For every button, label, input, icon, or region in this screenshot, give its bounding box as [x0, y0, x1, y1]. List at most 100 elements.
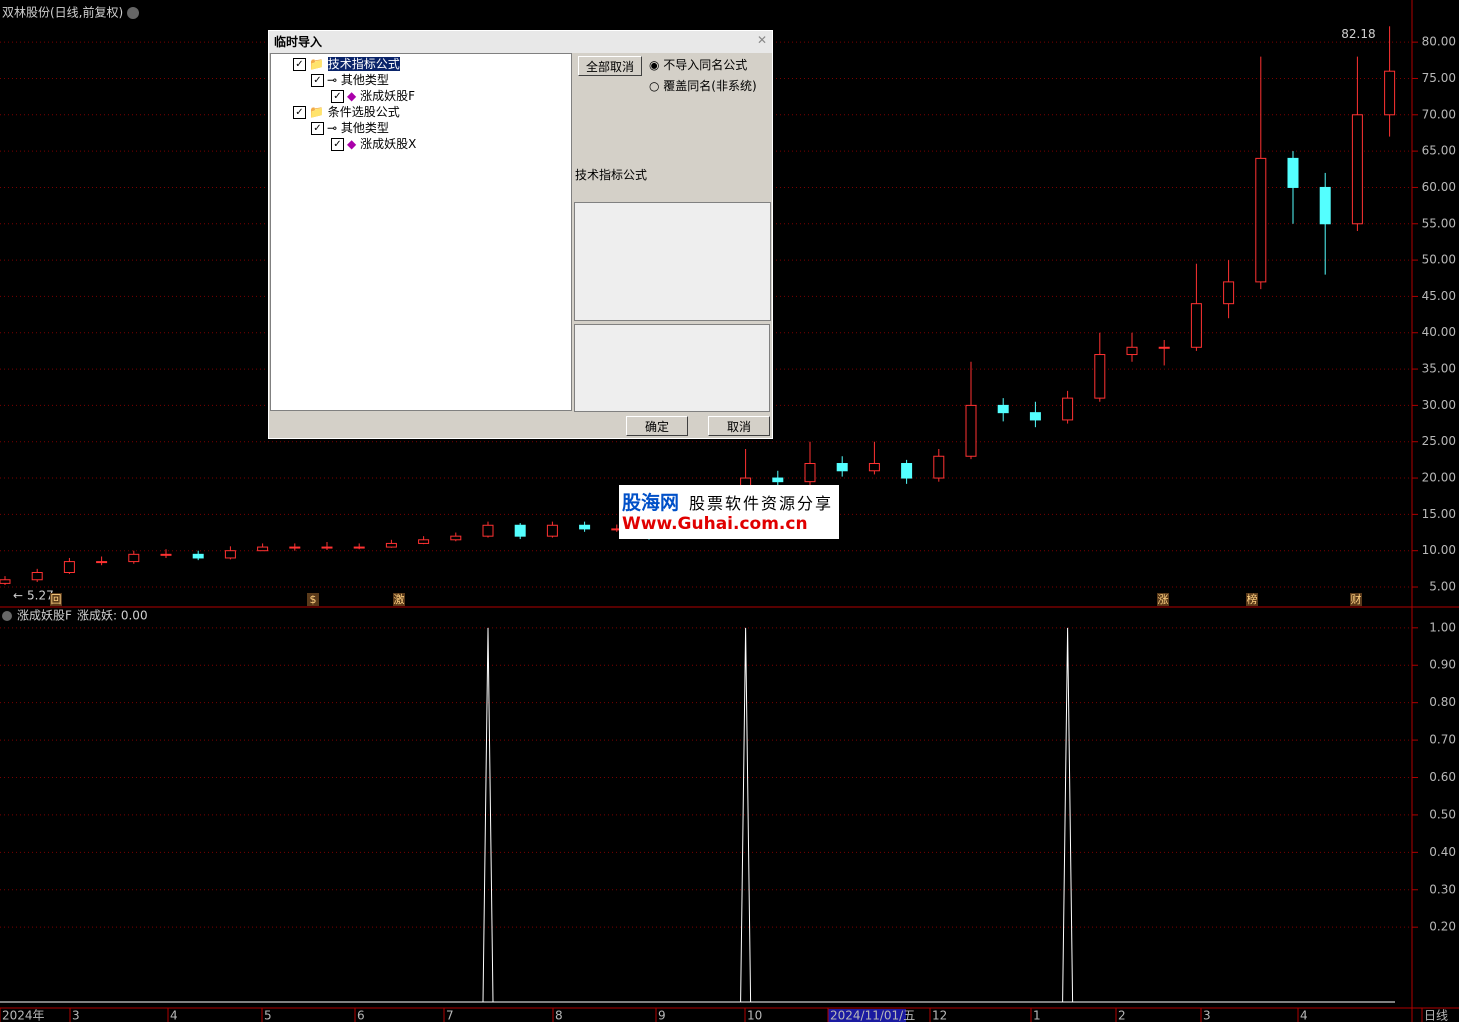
x-tick-label: 4: [1300, 1009, 1308, 1022]
y-tick-label: 0.70: [1429, 733, 1456, 747]
y-tick-label: 0.30: [1429, 882, 1456, 896]
radio-option[interactable]: ◉ 不导入同名公式: [649, 58, 748, 72]
arrow: ←: [13, 589, 23, 603]
signal-spike: [482, 627, 494, 1003]
ok-button[interactable]: 确定: [626, 416, 688, 436]
y-tick-label: 25.00: [1422, 434, 1456, 448]
tree-node[interactable]: ✓ 📁 条件选股公式: [293, 104, 400, 120]
candle-body: [1062, 397, 1074, 421]
y-tick-label: 70.00: [1422, 107, 1456, 121]
candle-body: [901, 463, 913, 479]
tree-label: 其他类型: [340, 73, 389, 87]
candle-body: [1287, 157, 1299, 188]
watermark-tagline: 股票软件资源分享: [689, 494, 834, 513]
y-tick-label: 0.80: [1429, 695, 1456, 709]
candle-body: [1126, 346, 1138, 356]
menu-icon[interactable]: [127, 7, 139, 19]
candle-body: [1255, 157, 1267, 283]
event-marker-bg: [307, 593, 319, 606]
candle-body: [289, 546, 301, 549]
max-label: 82.18: [1341, 27, 1375, 41]
x-tick-label: 9: [658, 1009, 666, 1022]
indicator-value: 涨成妖: 0.00: [77, 608, 148, 623]
tree-node[interactable]: ✓ 📁 技术指标公式: [293, 56, 400, 72]
y-tick-label: 30.00: [1422, 398, 1456, 412]
x-tick-label: 8: [555, 1009, 563, 1022]
formula-tree: ✓ 📁 技术指标公式 ✓ ⊸ 其他类型 ✓ ◆ 涨成妖股F ✓ 📁 条件选股公式 ✓ ⊸ …: [270, 53, 572, 411]
candle-body: [418, 539, 430, 544]
x-tick-label: 12: [932, 1009, 947, 1022]
event-marker: $: [310, 593, 317, 606]
candle-body: [128, 553, 140, 563]
x-tick-label: 2: [1118, 1009, 1126, 1022]
candle-body: [353, 546, 365, 549]
candle-body: [192, 553, 204, 559]
y-tick-label: 15.00: [1422, 507, 1456, 521]
dialog-title: 临时导入: [269, 31, 772, 53]
min-label: 5.27: [27, 589, 54, 603]
y-tick-label: 45.00: [1422, 289, 1456, 303]
tree-label: 涨成妖股F: [360, 89, 415, 103]
tree-label: 技术指标公式: [327, 57, 400, 71]
event-marker-bg: [1157, 593, 1169, 606]
candle-body: [31, 571, 43, 581]
event-marker-bg: [393, 593, 405, 606]
x-tick-label: 5: [264, 1009, 272, 1022]
candle-body: [579, 524, 591, 530]
tree-node[interactable]: ✓ ⊸ 其他类型: [311, 120, 389, 136]
import-dialog: 临时导入 ✕ ✓ 📁 技术指标公式 ✓ ⊸ 其他类型 ✓ ◆ 涨成妖股F ✓ 📁 条件选…: [268, 30, 773, 439]
event-marker: 榜: [1247, 592, 1258, 606]
event-marker-bg: [1350, 593, 1362, 606]
y-tick-label: 0.60: [1429, 770, 1456, 784]
candle-body: [1094, 354, 1106, 399]
y-tick-label: 65.00: [1422, 144, 1456, 158]
candle-body: [63, 561, 75, 573]
candle-body: [0, 579, 11, 584]
y-tick-label: 5.00: [1429, 580, 1456, 594]
candle-body: [804, 463, 816, 483]
y-tick-label: 10.00: [1422, 543, 1456, 557]
y-tick-label: 0.50: [1429, 807, 1456, 821]
cancel-all-button[interactable]: 全部取消: [578, 56, 642, 76]
y-tick-label: 55.00: [1422, 216, 1456, 230]
params-box: [574, 324, 770, 412]
indicator-icon[interactable]: [2, 611, 12, 621]
y-tick-label: 40.00: [1422, 325, 1456, 339]
candle-body: [1223, 281, 1235, 305]
option-label: 覆盖同名(非系统): [663, 79, 757, 93]
event-marker: 激: [394, 592, 405, 606]
y-tick-label: 75.00: [1422, 71, 1456, 85]
tree-node[interactable]: ✓ ◆ 涨成妖股F: [331, 88, 415, 104]
event-marker: 财: [1351, 592, 1362, 606]
indicator-title: 涨成妖股F: [17, 608, 72, 623]
option-label: 不导入同名公式: [663, 58, 748, 72]
event-marker-bg: [50, 593, 62, 606]
cancel-button[interactable]: 取消: [708, 416, 770, 436]
candle-body: [385, 542, 397, 548]
x-tick-label: 2024年: [2, 1009, 45, 1022]
radio-option[interactable]: ○ 覆盖同名(非系统): [649, 79, 757, 93]
candle-body: [1158, 346, 1170, 349]
candle-body: [836, 463, 848, 472]
tree-label: 其他类型: [340, 121, 389, 135]
tree-node[interactable]: ✓ ◆ 涨成妖股X: [331, 136, 416, 152]
x-tick-label: 3: [1203, 1009, 1211, 1022]
x-tick-label: 日线: [1424, 1009, 1448, 1022]
y-tick-label: 1.00: [1429, 620, 1456, 634]
candle-body: [546, 524, 558, 537]
candle-body: [772, 477, 784, 483]
candle-body: [1029, 412, 1041, 421]
tree-node[interactable]: ✓ ⊸ 其他类型: [311, 72, 389, 88]
y-tick-label: 0.40: [1429, 845, 1456, 859]
candle-body: [965, 404, 977, 457]
x-tick-label: 3: [72, 1009, 80, 1022]
candle-body: [1351, 114, 1363, 225]
candle-body: [257, 546, 269, 552]
candle-body: [1384, 70, 1396, 116]
close-button[interactable]: ✕: [756, 33, 767, 47]
watermark-url: Www.Guhai.com.cn: [622, 514, 808, 534]
y-tick-label: 35.00: [1422, 362, 1456, 376]
y-tick-label: 20.00: [1422, 471, 1456, 485]
